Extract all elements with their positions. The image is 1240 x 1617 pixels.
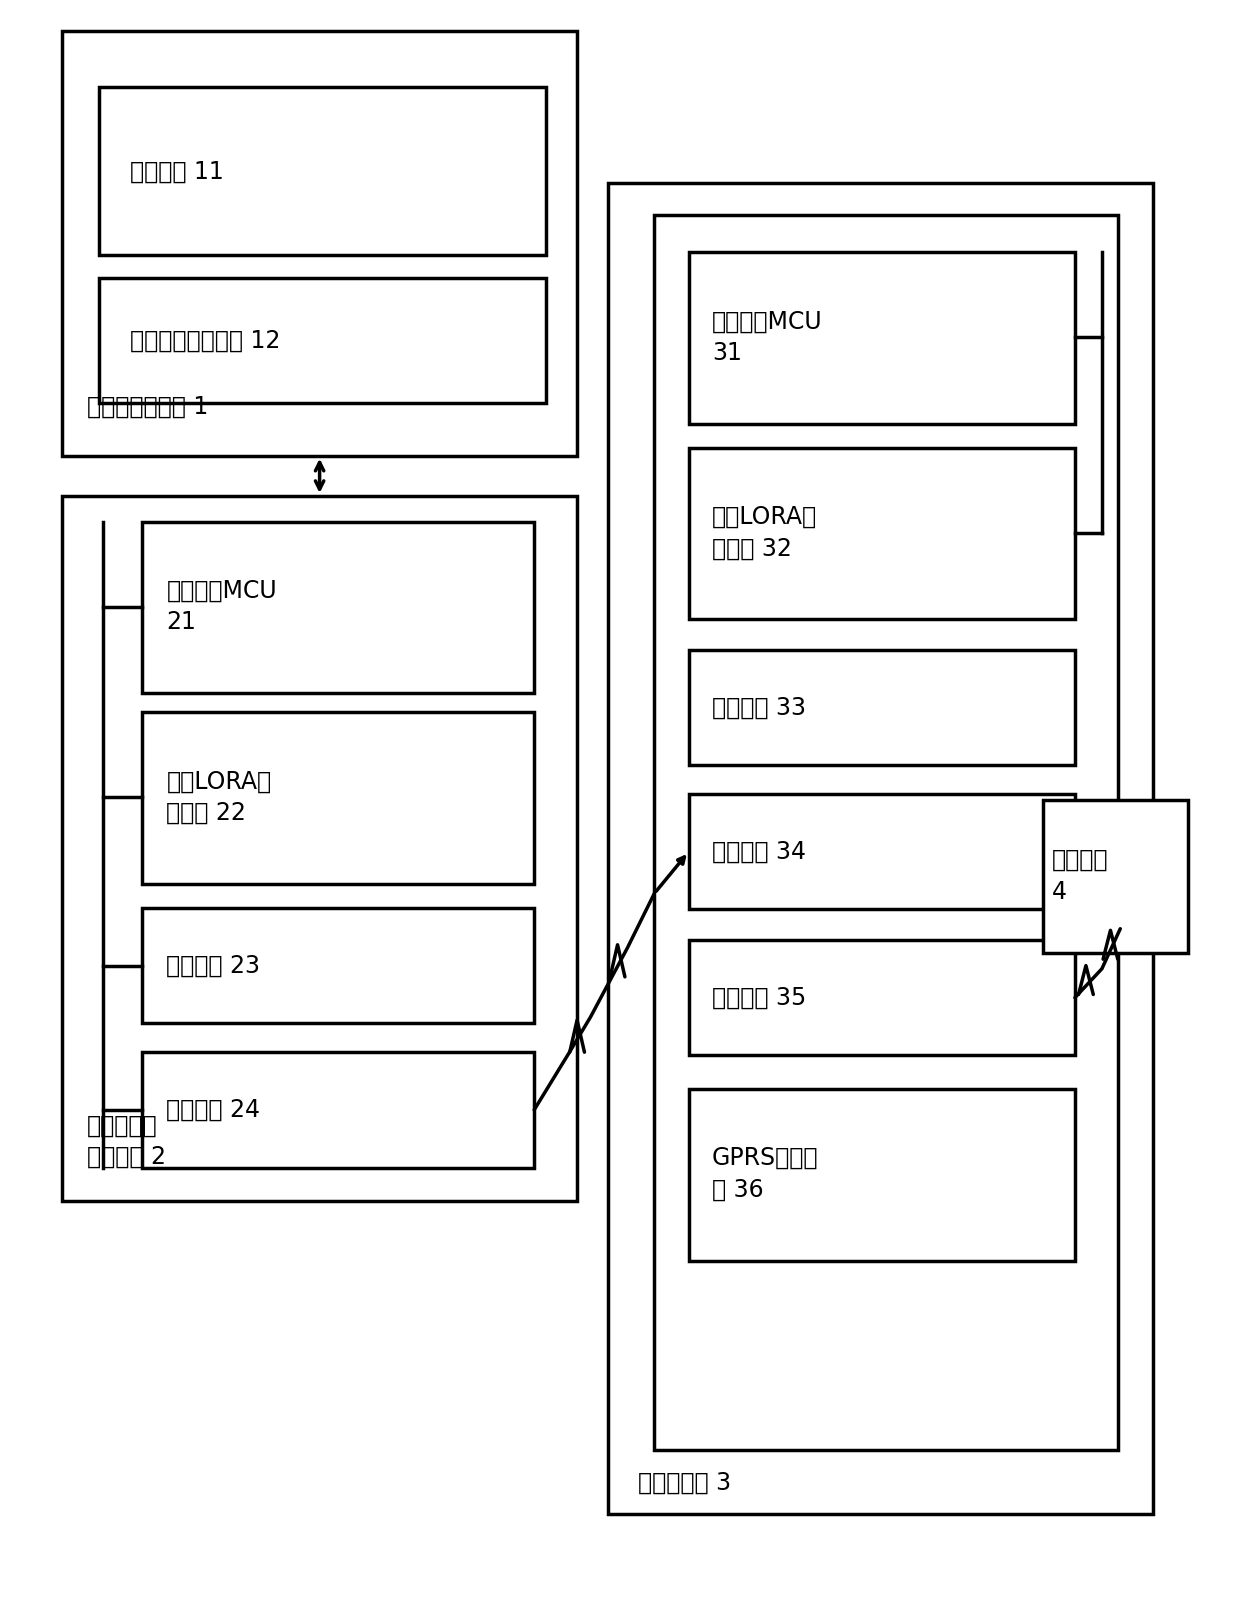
Text: 第二电源 33: 第二电源 33 bbox=[712, 695, 806, 720]
Text: 第二LORA通
讯模块 32: 第二LORA通 讯模块 32 bbox=[712, 505, 817, 561]
FancyBboxPatch shape bbox=[655, 215, 1117, 1450]
FancyBboxPatch shape bbox=[1043, 800, 1188, 952]
FancyBboxPatch shape bbox=[688, 1088, 1075, 1261]
FancyBboxPatch shape bbox=[141, 522, 534, 694]
Text: 温度探头 11: 温度探头 11 bbox=[129, 160, 223, 184]
FancyBboxPatch shape bbox=[62, 496, 577, 1201]
Text: 第一主控MCU
21: 第一主控MCU 21 bbox=[166, 579, 277, 634]
Text: GPRS通讯模
块 36: GPRS通讯模 块 36 bbox=[712, 1146, 818, 1201]
Text: 第二天线 34: 第二天线 34 bbox=[712, 839, 806, 863]
FancyBboxPatch shape bbox=[688, 650, 1075, 765]
FancyBboxPatch shape bbox=[141, 713, 534, 884]
Text: 物联网温度
检测模块 2: 物联网温度 检测模块 2 bbox=[87, 1114, 166, 1169]
FancyBboxPatch shape bbox=[608, 183, 1153, 1514]
Text: 第二主控MCU
31: 第二主控MCU 31 bbox=[712, 309, 822, 365]
FancyBboxPatch shape bbox=[141, 1053, 534, 1167]
Text: 第一电源 23: 第一电源 23 bbox=[166, 954, 260, 978]
FancyBboxPatch shape bbox=[688, 939, 1075, 1056]
FancyBboxPatch shape bbox=[62, 31, 577, 456]
FancyBboxPatch shape bbox=[688, 794, 1075, 909]
Text: 云服务器
4: 云服务器 4 bbox=[1052, 847, 1109, 904]
FancyBboxPatch shape bbox=[99, 87, 547, 255]
Text: 耐高温绝缘铜排夹 12: 耐高温绝缘铜排夹 12 bbox=[129, 328, 280, 353]
FancyBboxPatch shape bbox=[688, 252, 1075, 424]
FancyBboxPatch shape bbox=[141, 907, 534, 1024]
Text: 第一天线 24: 第一天线 24 bbox=[166, 1098, 260, 1122]
Text: 专用温度传感器 1: 专用温度传感器 1 bbox=[87, 395, 208, 419]
Text: 第一LORA通
讯模块 22: 第一LORA通 讯模块 22 bbox=[166, 770, 272, 825]
FancyBboxPatch shape bbox=[99, 278, 547, 403]
Text: 第三天线 35: 第三天线 35 bbox=[712, 986, 806, 1009]
Text: 物联网网关 3: 物联网网关 3 bbox=[639, 1470, 732, 1494]
FancyBboxPatch shape bbox=[688, 448, 1075, 619]
